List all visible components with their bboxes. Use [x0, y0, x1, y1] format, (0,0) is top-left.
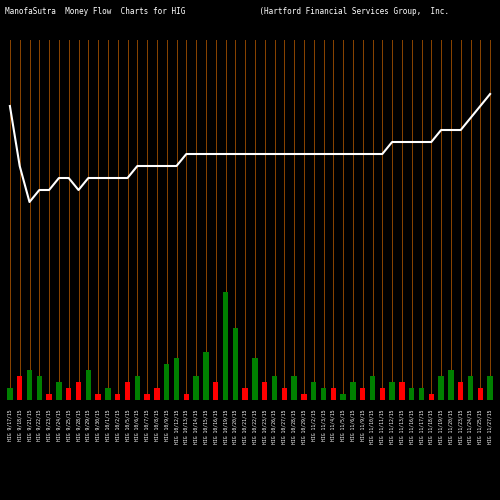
Bar — [330, 388, 336, 400]
Bar — [232, 328, 238, 400]
Bar — [311, 382, 316, 400]
Bar — [272, 376, 277, 400]
Bar — [370, 376, 375, 400]
Bar — [262, 382, 268, 400]
Bar — [115, 394, 120, 400]
Bar — [468, 376, 473, 400]
Bar — [458, 382, 464, 400]
Bar — [242, 388, 248, 400]
Bar — [105, 388, 110, 400]
Bar — [282, 388, 287, 400]
Bar — [125, 382, 130, 400]
Bar — [194, 376, 199, 400]
Bar — [488, 376, 493, 400]
Bar — [86, 370, 91, 400]
Bar — [174, 358, 179, 400]
Bar — [36, 376, 42, 400]
Bar — [350, 382, 356, 400]
Bar — [428, 394, 434, 400]
Bar — [164, 364, 170, 400]
Bar — [419, 388, 424, 400]
Bar — [46, 394, 52, 400]
Bar — [154, 388, 160, 400]
Bar — [390, 382, 395, 400]
Bar — [438, 376, 444, 400]
Bar — [448, 370, 454, 400]
Bar — [292, 376, 297, 400]
Bar — [7, 388, 12, 400]
Bar — [213, 382, 218, 400]
Bar — [96, 394, 101, 400]
Bar — [17, 376, 22, 400]
Bar — [134, 376, 140, 400]
Bar — [340, 394, 346, 400]
Bar — [399, 382, 404, 400]
Text: ManofaSutra  Money Flow  Charts for HIG                (Hartford Financial Servi: ManofaSutra Money Flow Charts for HIG (H… — [5, 8, 500, 16]
Bar — [27, 370, 32, 400]
Bar — [223, 292, 228, 400]
Bar — [252, 358, 258, 400]
Bar — [321, 388, 326, 400]
Bar — [380, 388, 385, 400]
Bar — [184, 394, 189, 400]
Bar — [360, 388, 366, 400]
Bar — [56, 382, 62, 400]
Bar — [66, 388, 71, 400]
Bar — [409, 388, 414, 400]
Bar — [203, 352, 208, 400]
Bar — [144, 394, 150, 400]
Bar — [76, 382, 81, 400]
Bar — [301, 394, 306, 400]
Bar — [478, 388, 483, 400]
